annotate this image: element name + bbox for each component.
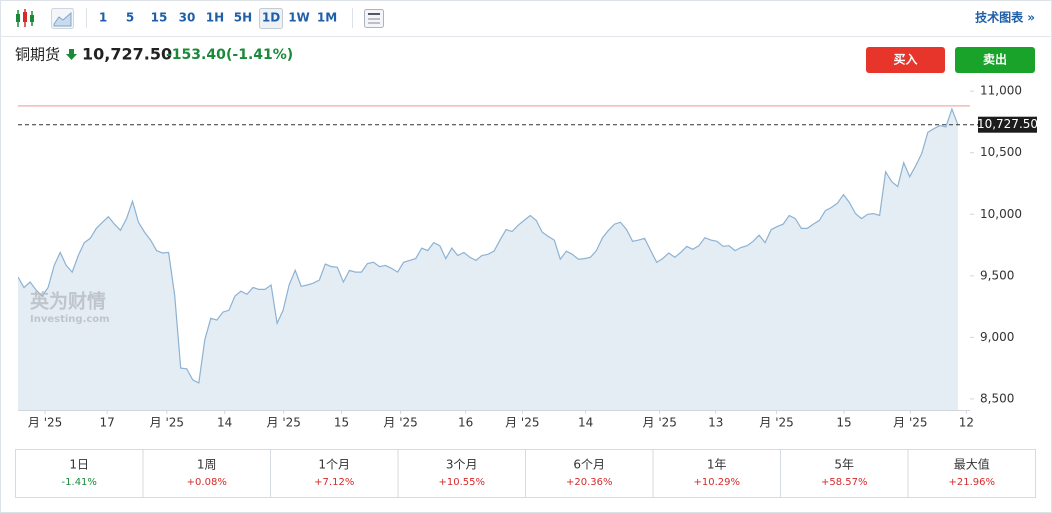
x-tick-label: 17 [100,416,115,430]
x-tick-label: 15 [334,416,349,430]
x-tick-label: 15 [836,416,851,430]
tech-chart-link[interactable]: 技术图表 » [975,10,1035,25]
y-tick-label: 9,500 [980,268,1014,282]
period-label: 6个月 [573,458,605,472]
period-change: +10.29% [693,477,740,488]
area-icon[interactable] [51,8,74,29]
x-tick-label: 月 '25 [759,416,793,430]
x-tick-label: 月 '25 [383,416,417,430]
candle-icon[interactable] [16,9,34,27]
interval-button[interactable]: 15 [151,11,168,25]
sell-label[interactable]: 卖出 [983,52,1007,67]
y-tick-label: 8,500 [980,391,1014,405]
y-tick-label: 11,000 [980,84,1022,98]
x-tick-label: 月 '25 [267,416,301,430]
interval-selected [259,8,283,29]
period-change: +20.36% [566,477,613,488]
x-tick-label: 月 '25 [150,416,184,430]
candle [23,12,27,22]
period-label: 1年 [707,458,727,472]
sell-button[interactable] [955,47,1035,73]
price-change: -153.40 [166,47,226,63]
interval-button[interactable]: 1W [288,11,310,25]
period-label: 1日 [69,458,89,472]
x-tick-label: 12 [959,416,974,430]
watermark-brand: 英为财情 [30,290,106,313]
instrument-name: 铜期货 [15,46,60,64]
period-change: +21.96% [948,477,995,488]
price-change-pct: (-1.41%) [226,47,293,63]
last-price-label: 10,727.50 [977,117,1038,131]
candle [30,15,34,22]
x-tick-label: 月 '25 [28,416,62,430]
period-change: +58.57% [821,477,868,488]
buy-label[interactable]: 买入 [893,53,917,67]
interval-button[interactable]: 5 [126,11,134,25]
interval-button[interactable]: 1D [262,11,280,25]
last-price-box [978,116,1037,133]
x-tick-label: 月 '25 [505,416,539,430]
period-label: 3个月 [446,458,478,472]
price: 10,727.50 [82,45,172,64]
down-arrow [66,49,77,60]
period-label: 1个月 [318,458,350,472]
x-tick-label: 14 [578,416,593,430]
period-label: 1周 [197,458,217,472]
period-change: +0.08% [187,477,227,488]
y-tick-label: 9,000 [980,330,1014,344]
icon-area [53,11,72,27]
period-change: +10.55% [438,477,485,488]
x-tick-label: 14 [217,416,232,430]
area-fill [18,109,958,410]
period-change: +7.12% [314,477,354,488]
period-label: 最大值 [954,457,990,472]
period-label: 5年 [834,458,854,472]
plot [18,105,970,410]
price-line [18,107,959,384]
period-change: -1.41% [62,477,97,488]
interval-button[interactable]: 30 [179,11,196,25]
table-icon[interactable] [364,9,384,28]
interval-button[interactable]: 1H [206,11,224,25]
performance-table: 1日 -1.41% 1周 +0.08% 1个月 +7.12% 3个月 +10.55% 6个月 +2… [15,449,1036,498]
x-tick-label: 16 [458,416,473,430]
watermark-site: Investing.com [30,314,110,325]
candle [16,14,20,22]
x-tick-label: 13 [708,416,723,430]
x-tick-label: 月 '25 [643,416,677,430]
interval-button[interactable]: 1M [317,11,337,25]
interval-button[interactable]: 1 [99,11,107,25]
y-tick-label: 10,500 [980,145,1022,159]
buy-button[interactable] [866,47,945,73]
x-tick-label: 月 '25 [893,416,927,430]
y-tick-label: 10,000 [980,207,1022,221]
interval-button[interactable]: 5H [234,11,252,25]
